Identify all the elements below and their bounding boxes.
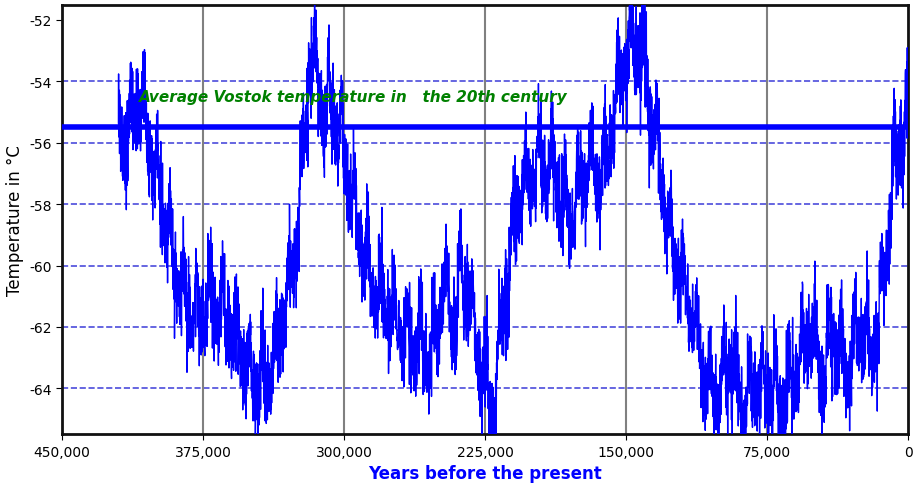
X-axis label: Years before the present: Years before the present bbox=[368, 465, 602, 483]
Text: Average Vostok temperature in   the 20th century: Average Vostok temperature in the 20th c… bbox=[139, 90, 568, 105]
Y-axis label: Temperature in °C: Temperature in °C bbox=[6, 145, 24, 295]
